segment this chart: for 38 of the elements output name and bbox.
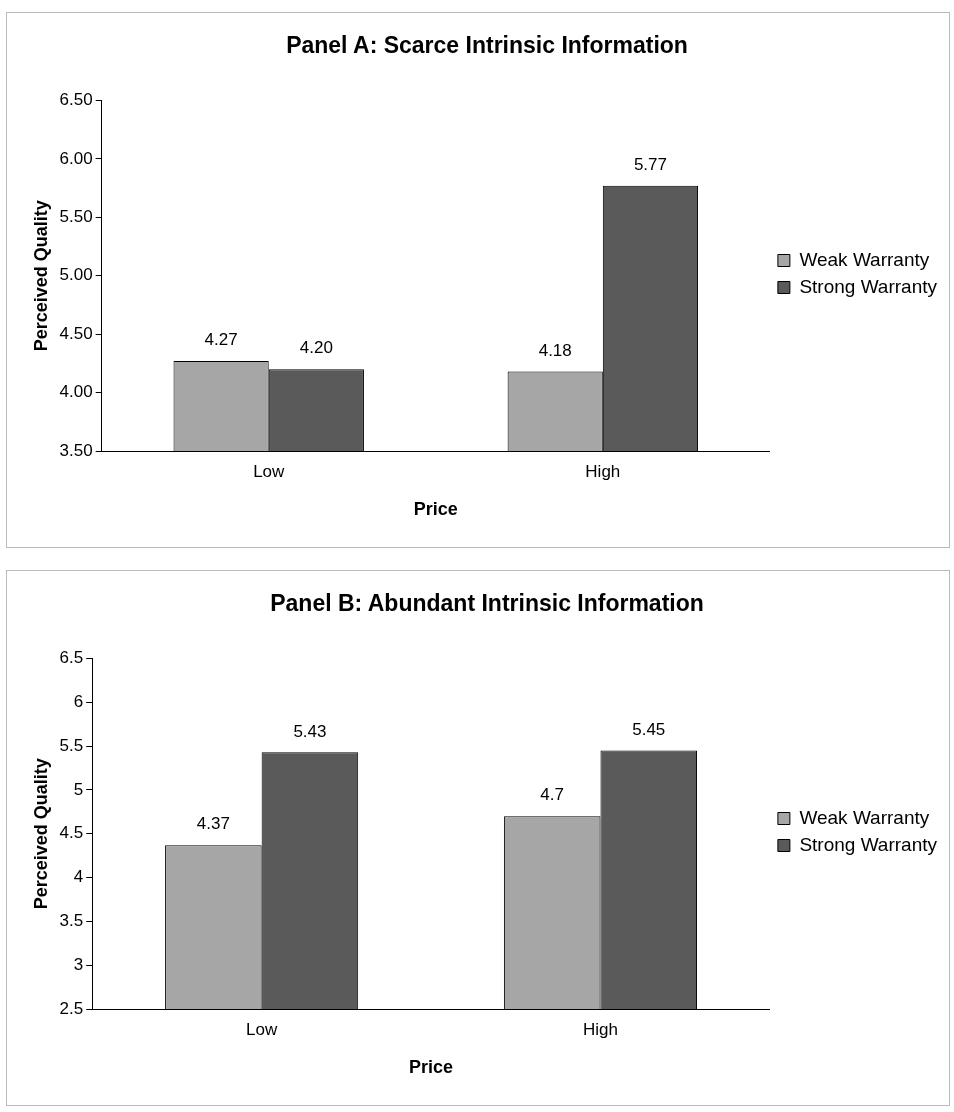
data-label: 5.77 [633, 155, 667, 175]
x-tick-label: High [582, 1019, 618, 1039]
y-tick-label: 4 [73, 867, 84, 887]
data-label: 4.18 [538, 340, 572, 360]
y-tick-label: 3.50 [59, 440, 93, 460]
y-axis-title: Perceived Quality [30, 200, 51, 352]
y-tick-label: 5 [73, 779, 84, 799]
legend-label: Weak Warranty [799, 806, 930, 828]
x-tick-label: High [585, 461, 621, 481]
y-tick-label: 6.00 [59, 148, 93, 168]
x-axis-title: Price [409, 1057, 454, 1078]
x-tick-label: Low [253, 461, 286, 481]
y-tick-label: 4.5 [59, 823, 84, 843]
legend-label: Strong Warranty [799, 275, 938, 297]
legend-label: Strong Warranty [799, 833, 938, 855]
x-axis-title: Price [413, 499, 458, 520]
y-axis-title: Perceived Quality [30, 758, 51, 910]
y-tick-label: 6.50 [59, 90, 93, 110]
y-tick-label: 5.00 [59, 265, 93, 285]
chart-title: Panel A: Scarce Intrinsic Information [286, 32, 688, 59]
data-label: 4.27 [204, 330, 238, 350]
y-tick-label: 6.5 [59, 648, 84, 668]
y-tick-label: 6 [73, 692, 84, 712]
y-tick-label: 3.5 [59, 911, 84, 931]
y-tick-label: 4.00 [59, 382, 93, 402]
y-tick-label: 5.50 [59, 207, 93, 227]
data-label: 5.45 [632, 719, 666, 739]
x-tick-label: Low [246, 1019, 278, 1039]
data-label: 4.37 [196, 814, 230, 834]
y-tick-label: 3 [73, 954, 84, 974]
data-label: 5.43 [293, 721, 327, 741]
chart-title: Panel B: Abundant Intrinsic Information [270, 590, 704, 617]
y-tick-label: 2.5 [59, 998, 84, 1018]
y-tick-label: 5.5 [59, 735, 84, 755]
y-tick-label: 4.50 [59, 323, 93, 343]
data-label: 4.20 [299, 338, 333, 358]
legend-label: Weak Warranty [799, 248, 930, 270]
data-label: 4.7 [540, 785, 565, 805]
